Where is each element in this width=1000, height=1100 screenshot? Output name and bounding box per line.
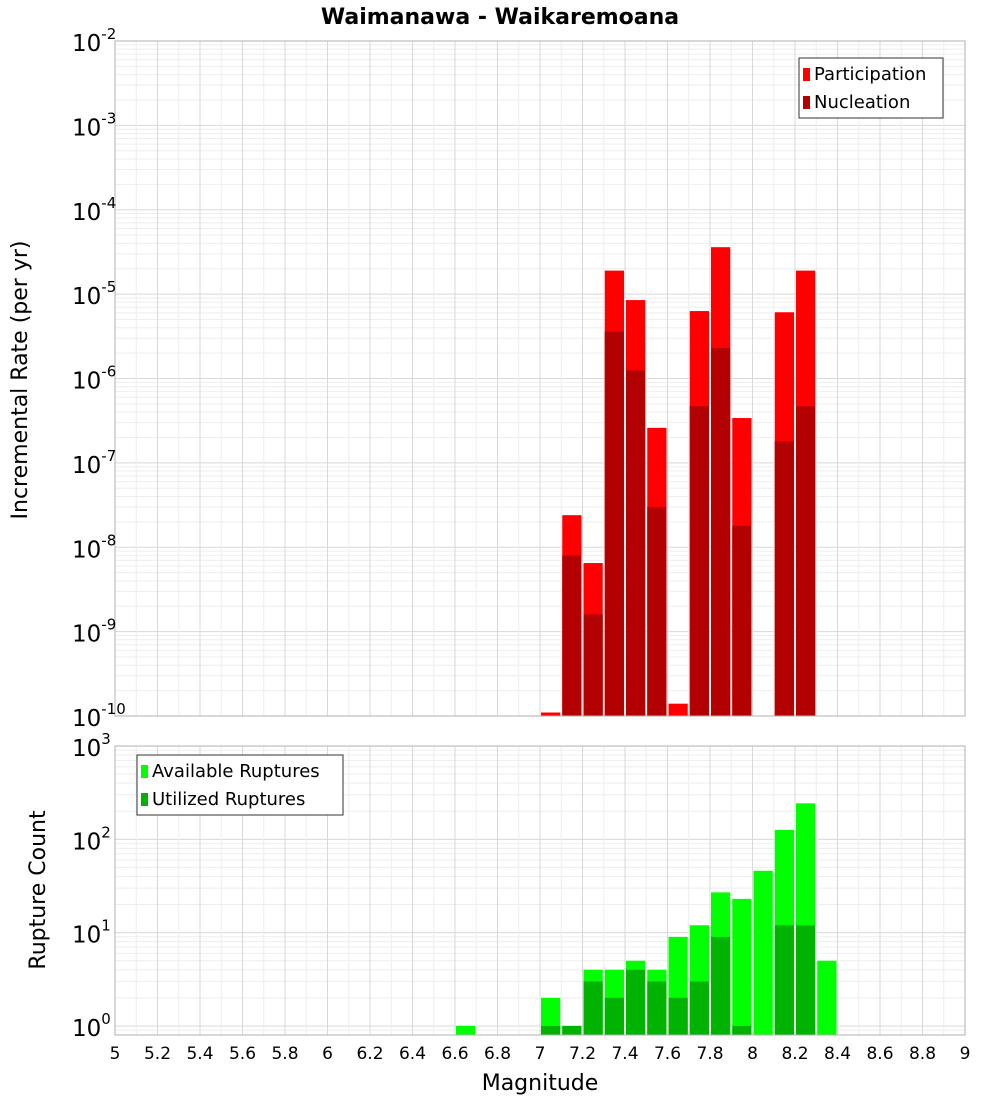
- legend-swatch: [141, 793, 148, 806]
- x-tick-label: 7.2: [569, 1044, 596, 1064]
- count-bar-utilized-ruptures: [689, 981, 709, 1035]
- count-bar-utilized-ruptures: [604, 997, 624, 1035]
- x-tick-label: 5.8: [271, 1044, 298, 1064]
- legend-swatch: [803, 96, 810, 109]
- legend-swatch: [141, 765, 148, 778]
- count-bar-utilized-ruptures: [711, 936, 731, 1035]
- y-tick-label: 10-3: [72, 109, 116, 141]
- top-y-axis-label: Incremental Rate (per yr): [8, 241, 33, 520]
- legend-entry: Utilized Ruptures: [152, 789, 305, 810]
- y-tick-label: 102: [72, 823, 111, 855]
- frame-layer: [114, 40, 966, 1036]
- rate-bar-participation: [668, 703, 688, 716]
- x-tick-label: 7.6: [654, 1044, 681, 1064]
- rate-bar-nucleation: [711, 347, 731, 716]
- x-tick-label: 8.6: [866, 1044, 893, 1064]
- count-bar-available-ruptures: [753, 870, 773, 1035]
- y-tick-label: 10-2: [72, 25, 116, 57]
- rate-bar-nucleation: [732, 525, 752, 716]
- count-bar-utilized-ruptures: [562, 1025, 582, 1035]
- x-tick-label: 6.8: [484, 1044, 511, 1064]
- rate-bar-nucleation: [562, 555, 582, 716]
- x-tick-label: 7.8: [696, 1044, 723, 1064]
- rate-bar-nucleation: [647, 506, 667, 716]
- legend-swatch: [803, 68, 810, 81]
- legend-entry: Nucleation: [814, 92, 910, 113]
- x-tick-label: 8: [747, 1044, 758, 1064]
- y-tick-label: 103: [72, 730, 111, 762]
- x-tick-label: 9: [960, 1044, 971, 1064]
- y-tick-label: 10-4: [72, 194, 116, 226]
- count-bar-utilized-ruptures: [647, 981, 667, 1035]
- x-tick-label: 8.8: [909, 1044, 936, 1064]
- x-tick-label: 5: [110, 1044, 121, 1064]
- ticks-layer: 10-2 10-3 10-4 10-5 10-6 10-7 10-8 10-9 10-10103…: [72, 25, 970, 1064]
- rate-bar-nucleation: [796, 406, 816, 716]
- x-tick-label: 6: [322, 1044, 333, 1064]
- legend-entry: Participation: [814, 64, 926, 85]
- count-bar-utilized-ruptures: [774, 925, 794, 1035]
- grid-layer: [114, 40, 966, 1036]
- y-tick-label: 101: [72, 917, 111, 949]
- plot-frame: [114, 745, 966, 1036]
- y-tick-label: 10-7: [72, 447, 116, 479]
- rate-bar-nucleation: [626, 370, 646, 716]
- chart-title: Waimanawa - Waikaremoana: [321, 5, 679, 30]
- legend-box: [136, 754, 344, 816]
- x-tick-label: 6.6: [441, 1044, 468, 1064]
- y-tick-label: 10-5: [72, 278, 116, 310]
- x-axis-label: Magnitude: [482, 1071, 599, 1096]
- count-bar-available-ruptures: [732, 898, 752, 1035]
- rate-bar-nucleation: [689, 406, 709, 716]
- legend-entry: Available Ruptures: [152, 761, 320, 782]
- x-tick-label: 6.2: [356, 1044, 383, 1064]
- y-tick-label: 10-9: [72, 616, 116, 648]
- bars-layer: [456, 247, 837, 1035]
- count-bar-utilized-ruptures: [732, 1025, 752, 1035]
- y-tick-label: 10-6: [72, 363, 116, 395]
- y-tick-label: 10-8: [72, 531, 116, 563]
- count-bar-utilized-ruptures: [668, 997, 688, 1035]
- legend-layer: Participation Nucleation Available Rupture…: [136, 57, 944, 816]
- count-bar-utilized-ruptures: [796, 925, 816, 1035]
- y-tick-label: 100: [72, 1010, 111, 1042]
- count-bar-utilized-ruptures: [626, 969, 646, 1035]
- count-bar-available-ruptures: [541, 997, 561, 1035]
- count-bar-available-ruptures: [817, 960, 837, 1035]
- x-tick-label: 7: [535, 1044, 546, 1064]
- count-bar-utilized-ruptures: [541, 1025, 561, 1035]
- y-tick-label: 10-10: [72, 700, 126, 732]
- x-tick-label: 5.2: [144, 1044, 171, 1064]
- legend-box: [798, 57, 944, 119]
- bottom-y-axis-label: Rupture Count: [26, 810, 51, 970]
- x-tick-label: 8.4: [824, 1044, 851, 1064]
- x-tick-label: 7.4: [611, 1044, 638, 1064]
- x-tick-label: 8.2: [781, 1044, 808, 1064]
- x-tick-label: 6.4: [399, 1044, 426, 1064]
- rate-bar-nucleation: [604, 331, 624, 716]
- plot-frame: [114, 40, 966, 717]
- rate-bar-nucleation: [583, 614, 603, 716]
- rate-bar-participation: [541, 712, 561, 716]
- count-bar-utilized-ruptures: [583, 981, 603, 1035]
- x-tick-label: 5.6: [229, 1044, 256, 1064]
- rate-bar-nucleation: [774, 441, 794, 716]
- count-bar-available-ruptures: [456, 1025, 476, 1035]
- x-tick-label: 5.4: [186, 1044, 213, 1064]
